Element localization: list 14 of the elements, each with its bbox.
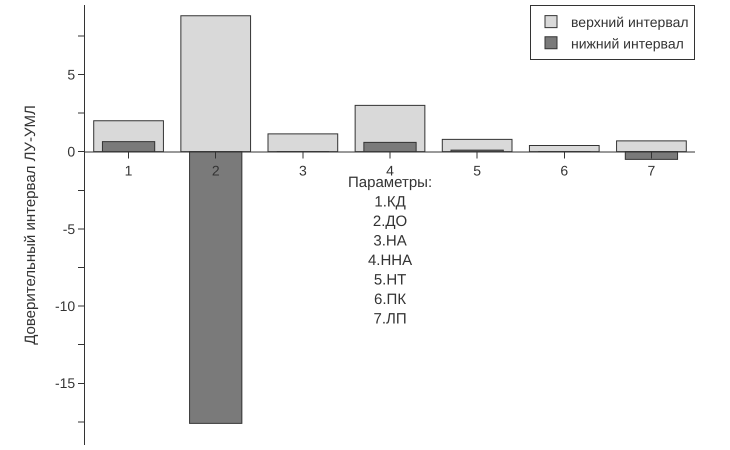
- y-axis-title: Доверительный интервал ЛУ-УМЛ: [22, 105, 40, 345]
- y-tick-label: 0: [67, 144, 76, 160]
- y-tick-label: -15: [54, 375, 76, 392]
- x-tick-label: 7: [648, 162, 656, 178]
- y-tick-label: -5: [62, 220, 76, 237]
- x-tick-label: 3: [298, 162, 307, 178]
- x-tick-label: 5: [473, 162, 482, 178]
- y-tick-label: 5: [67, 66, 76, 82]
- x-tick-label: 6: [560, 162, 568, 178]
- legend-label: нижний интервал: [571, 35, 684, 52]
- legend-label: верхний интервал: [571, 14, 689, 30]
- x-tick-label: 1: [124, 162, 133, 178]
- y-tick-label: -10: [54, 298, 76, 314]
- x-tick-label: 2: [212, 162, 220, 178]
